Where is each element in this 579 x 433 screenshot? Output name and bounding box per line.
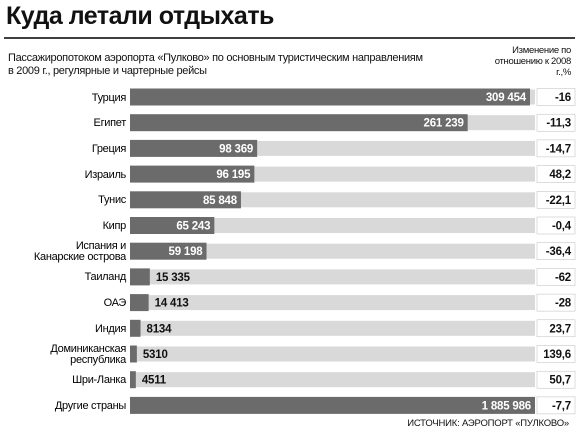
change-cell — [536, 139, 576, 158]
change-label: 50,7 — [549, 375, 571, 387]
value-label: 96 195 — [216, 169, 251, 181]
category-label: ОАЭ — [103, 297, 127, 310]
category-label: Шри-Ланка — [72, 374, 126, 387]
bar — [130, 319, 141, 337]
change-cell — [536, 242, 576, 260]
category-label: Испания и Канарские острова — [33, 240, 126, 264]
category-label: Другие страны — [54, 399, 126, 412]
value-label: 85 848 — [203, 195, 238, 207]
change-label: -7,7 — [552, 400, 571, 412]
row-band — [130, 295, 535, 311]
bar — [130, 114, 468, 132]
bar — [130, 294, 149, 312]
change-label: -22,1 — [546, 195, 572, 207]
change-label: -16 — [555, 92, 571, 104]
category-label: Греция — [91, 142, 126, 155]
row-band — [130, 346, 535, 362]
row-band — [130, 243, 535, 259]
category-label: Тунис — [98, 194, 126, 207]
row-band — [130, 269, 535, 285]
bar — [130, 139, 258, 157]
bar — [130, 217, 215, 234]
change-label: 139,6 — [543, 349, 571, 361]
change-cell — [536, 370, 576, 389]
bar — [130, 268, 150, 286]
change-label: -28 — [555, 298, 572, 310]
change-label: -0,4 — [552, 221, 572, 233]
category-label: Индия — [94, 322, 126, 335]
value-label: 65 243 — [176, 221, 210, 233]
row-band — [130, 372, 535, 388]
change-cell — [536, 293, 576, 312]
change-label: 48,2 — [549, 169, 571, 181]
change-label: 23,7 — [549, 323, 571, 335]
change-cell — [536, 268, 576, 286]
row-band — [130, 218, 535, 233]
value-label: 5310 — [143, 349, 168, 361]
change-cell — [536, 113, 576, 132]
bar — [130, 396, 535, 414]
subtitle: Пассажиропотоком аэропорта «Пулково» по … — [8, 52, 423, 77]
value-label: 59 198 — [169, 246, 204, 258]
value-label: 309 454 — [486, 92, 527, 104]
value-label: 98 369 — [219, 143, 253, 155]
bar — [130, 165, 255, 183]
value-label: 261 239 — [424, 118, 464, 130]
value-label: 14 413 — [155, 298, 189, 310]
category-label: Таиланд — [84, 271, 127, 284]
change-cell — [536, 88, 576, 106]
category-label: Египет — [93, 117, 127, 130]
source: ИСТОЧНИК: АЭРОПОРТ «ПУЛКОВО» — [407, 418, 569, 429]
change-cell — [536, 396, 576, 415]
category-label: Израиль — [84, 168, 127, 181]
row-band — [130, 320, 535, 336]
change-cell — [536, 191, 576, 209]
category-label: Турция — [91, 91, 127, 104]
change-cell — [536, 319, 576, 338]
category-label: Доминиканская республика — [50, 343, 126, 366]
value-label: 1 885 986 — [482, 400, 531, 412]
change-label: -62 — [555, 272, 571, 284]
change-cell — [536, 216, 576, 235]
change-cell — [536, 345, 576, 363]
chart-title: Куда летали отдыхать — [6, 2, 274, 30]
bar — [130, 242, 207, 260]
change-label: -11,3 — [546, 118, 571, 130]
value-label: 15 335 — [156, 272, 191, 284]
change-cell — [536, 165, 576, 183]
change-label: -36,4 — [546, 246, 572, 258]
change-label: -14,7 — [546, 143, 571, 155]
category-label: Кипр — [102, 220, 127, 232]
bar — [130, 88, 530, 106]
value-label: 8134 — [147, 323, 173, 335]
bar — [130, 371, 136, 389]
bar — [130, 345, 137, 363]
value-label: 4511 — [142, 375, 167, 387]
change-header: Изменение по отношению к 2008 г.,% — [494, 45, 572, 78]
bar — [130, 191, 241, 209]
